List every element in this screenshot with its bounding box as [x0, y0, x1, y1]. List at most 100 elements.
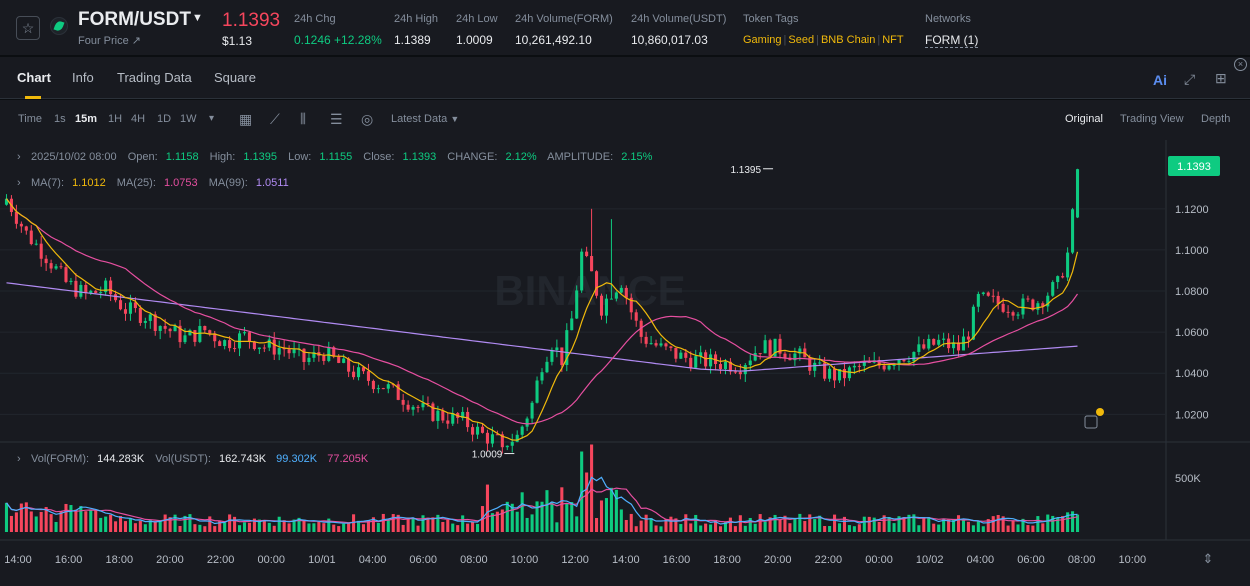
volume-bar — [59, 511, 63, 532]
volume-bar — [267, 522, 271, 532]
interval-1w[interactable]: 1W — [180, 113, 197, 125]
volume-bar — [431, 517, 435, 532]
candle-body — [99, 292, 103, 294]
settings-list-icon[interactable]: ☰ — [330, 111, 343, 127]
calendar-icon[interactable]: ▦ — [239, 111, 253, 127]
candle-body — [828, 368, 832, 379]
volume-bar — [29, 511, 33, 532]
tag-seed[interactable]: Seed — [788, 34, 815, 46]
view-original[interactable]: Original — [1065, 113, 1103, 125]
expand-icon[interactable]: ⤢ — [1184, 71, 1196, 87]
tag-bnb-chain[interactable]: BNB Chain — [820, 34, 876, 46]
volume-bar — [808, 514, 812, 532]
volume-bar — [277, 516, 281, 532]
candle-body — [396, 384, 400, 400]
candle-body — [431, 403, 435, 421]
candle-body — [798, 348, 802, 354]
pair-dropdown-icon[interactable]: ▼ — [192, 12, 203, 24]
volume-bar — [837, 523, 842, 532]
candle-body — [257, 347, 261, 350]
volume-bar — [203, 526, 207, 532]
candle-type-icon[interactable]: ⫼ — [300, 111, 306, 126]
candle-body — [709, 354, 713, 367]
target-icon[interactable]: ◎ — [361, 111, 374, 127]
interval-1d[interactable]: 1D — [157, 113, 172, 125]
volume-bar — [366, 520, 370, 532]
volume-bar — [634, 526, 638, 532]
indicator-icon[interactable]: ⟋ — [270, 111, 280, 127]
networks-value[interactable]: FORM (1) — [925, 33, 979, 48]
candle-body — [49, 263, 53, 269]
volume-bar — [540, 501, 544, 532]
volume-bar — [525, 517, 529, 532]
x-tick-label: 08:00 — [1068, 554, 1096, 566]
current-price-tag-label: 1.1393 — [1177, 161, 1211, 173]
latest-data-dropdown[interactable]: Latest Data ▼ — [391, 113, 459, 125]
candle-body — [555, 347, 559, 351]
pair-name[interactable]: FORM/USDT — [78, 9, 191, 30]
stat-24h-change: 24h Chg 0.1246 +12.28% — [294, 13, 382, 47]
y-tick-label: 1.0400 — [1175, 368, 1209, 380]
fit-axis-icon[interactable]: ⇕ — [1203, 552, 1214, 567]
volume-bar — [942, 519, 946, 532]
volume-bar — [361, 524, 366, 532]
favorite-star-icon[interactable]: ☆ — [16, 16, 40, 40]
volume-bar — [242, 522, 247, 532]
volume-bar — [545, 490, 549, 532]
volume-bar — [218, 520, 222, 532]
volume-bar — [188, 514, 192, 532]
candle-body — [699, 352, 703, 357]
volume-bar — [466, 523, 470, 532]
volume-bar — [654, 525, 658, 532]
candle-body — [649, 343, 653, 345]
stat-value: 1.1389 — [394, 33, 431, 47]
candle-body — [361, 367, 366, 372]
tag-gaming[interactable]: Gaming — [743, 34, 782, 46]
close-icon[interactable]: × — [1234, 58, 1247, 71]
candle-body — [371, 380, 375, 390]
tab-chart[interactable]: Chart — [17, 70, 51, 85]
volume-bar — [485, 484, 489, 532]
candle-body — [991, 295, 995, 297]
volume-bar — [961, 520, 966, 532]
volume-bar — [629, 513, 633, 532]
view-trading-view[interactable]: Trading View — [1120, 113, 1184, 125]
volume-bar — [714, 519, 718, 532]
interval-1s[interactable]: 1s — [54, 113, 66, 125]
tab-info[interactable]: Info — [72, 70, 94, 85]
volume-bar — [694, 514, 698, 532]
volume-bar — [1046, 514, 1050, 532]
ai-button[interactable]: Ai — [1153, 72, 1167, 88]
note-icon[interactable] — [1084, 415, 1098, 429]
layout-grid-icon[interactable]: ⊞ — [1215, 70, 1227, 86]
candlestick-chart[interactable]: BINANCE 1.12001.10001.08001.06001.04001.… — [0, 140, 1250, 586]
interval-4h[interactable]: 4H — [131, 113, 146, 125]
view-depth[interactable]: Depth — [1201, 113, 1231, 125]
candle-body — [213, 333, 217, 342]
candle-body — [1046, 295, 1050, 307]
volume-bar — [947, 519, 951, 532]
volume-bar — [352, 514, 356, 532]
y-tick-label: 1.0200 — [1175, 409, 1209, 421]
last-price-usd: $1.13 — [222, 34, 253, 48]
candle-body — [882, 365, 886, 370]
volume-bar — [1061, 516, 1065, 532]
stat-label: 24h Volume(USDT) — [631, 13, 727, 25]
x-tick-label: 04:00 — [967, 554, 995, 566]
interval-dropdown-icon[interactable]: ▾ — [209, 113, 215, 124]
volume-bar — [312, 523, 316, 532]
candle-body — [723, 361, 728, 370]
volume-bar — [743, 525, 747, 532]
tab-trading-data[interactable]: Trading Data — [117, 70, 192, 85]
candle-body — [604, 298, 608, 316]
tab-square[interactable]: Square — [214, 70, 256, 85]
four-price-link[interactable]: Four Price ↗ — [78, 35, 142, 47]
interval-time[interactable]: Time — [18, 113, 43, 125]
interval-15m[interactable]: 15m — [75, 113, 98, 125]
legend-amplitude-label: AMPLITUDE: — [547, 151, 613, 163]
volume-bar — [887, 516, 891, 532]
volume-bar — [79, 506, 83, 532]
chart-area[interactable]: BINANCE 1.1200 1.1000 1.0800 1.0600 1.0400 1.… — [0, 140, 1250, 586]
interval-1h[interactable]: 1H — [108, 113, 123, 125]
tag-nft[interactable]: NFT — [882, 34, 904, 46]
